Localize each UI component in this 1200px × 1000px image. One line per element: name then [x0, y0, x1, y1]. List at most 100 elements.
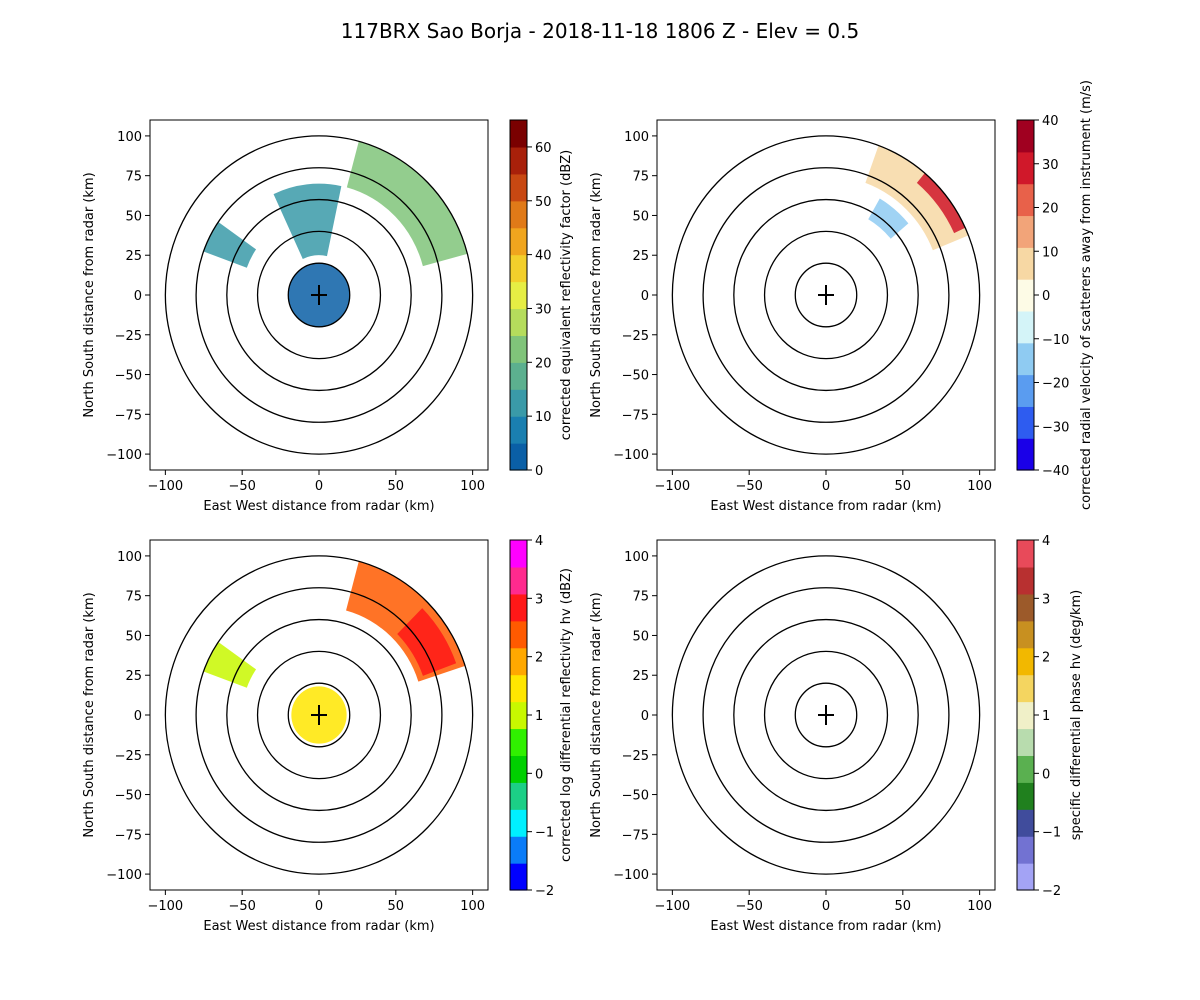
radar-panel: −100 −50 0 50 100−100−75−50−250255075100East…: [82, 119, 574, 514]
colorbar-segment: [1017, 647, 1034, 676]
x-tick-label: −50: [228, 899, 255, 914]
colorbar-tick-label: 0: [535, 767, 543, 782]
echo-core-ground-clutter: [319, 263, 350, 327]
radar-panel: −100 −50 0 50 100−100−75−50−250255075100East…: [82, 534, 574, 934]
echo-core-clutter: [291, 686, 319, 744]
y-tick-label: 75: [125, 170, 142, 185]
echo-inbound-patch: [868, 198, 909, 239]
y-tick-label: 0: [641, 289, 649, 304]
range-ring: [733, 198, 919, 392]
colorbar-segment: [510, 416, 527, 444]
range-ring: [195, 167, 443, 423]
range-ring: [671, 135, 981, 455]
y-tick-label: 50: [125, 209, 142, 224]
y-tick-label: −75: [115, 408, 142, 423]
y-axis-label: North South distance from radar (km): [82, 172, 97, 417]
x-tick-label: 50: [388, 479, 405, 494]
colorbar-segment: [510, 701, 527, 730]
colorbar-label: corrected radial velocity of scatterers …: [1079, 80, 1094, 510]
colorbar-frame: [509, 119, 528, 471]
y-tick-label: 100: [117, 130, 142, 145]
colorbar-segment: [1017, 809, 1034, 837]
colorbar-segment: [1017, 120, 1034, 153]
colorbar-tick-label: 40: [535, 249, 552, 264]
colorbar: −2 −1 0 1 2 3 4 corrected log differential refl…: [509, 534, 574, 899]
echo-west-scatter: [203, 221, 257, 268]
range-ring: [226, 618, 412, 812]
colorbar-segment: [510, 281, 527, 310]
echo-layer: [164, 135, 474, 455]
radar-panel: −100 −50 0 50 100−100−75−50−250255075100East…: [589, 534, 1084, 934]
colorbar-segment: [1017, 755, 1034, 783]
colorbar-tick-label: 1: [535, 709, 543, 724]
colorbar-segment: [510, 809, 527, 837]
colorbar-segment: [510, 728, 527, 756]
colorbar-tick-label: 0: [1042, 767, 1050, 782]
range-ring: [164, 555, 474, 875]
colorbar-segment: [1017, 374, 1034, 407]
colorbar-segment: [510, 647, 527, 676]
echo-layer: [164, 555, 474, 875]
range-ring: [763, 650, 889, 780]
x-axis-label: East West distance from radar (km): [203, 499, 434, 514]
colorbar-segment: [1017, 151, 1034, 185]
x-tick-label: −100: [655, 899, 691, 914]
colorbar-segment: [510, 782, 527, 810]
colorbar-segment: [510, 335, 527, 363]
y-tick-label: −75: [622, 408, 649, 423]
range-ring: [195, 587, 443, 843]
x-tick-label: −100: [655, 479, 691, 494]
x-tick-label: 50: [388, 899, 405, 914]
x-tick-label: −50: [735, 899, 762, 914]
x-tick-label: −50: [735, 479, 762, 494]
echo-layer: [671, 555, 981, 875]
y-tick-label: −25: [622, 749, 649, 764]
y-axis-label: North South distance from radar (km): [82, 592, 97, 837]
colorbar-segment: [1017, 728, 1034, 756]
range-ring: [702, 587, 950, 843]
colorbar-segment: [1017, 183, 1034, 217]
colorbar-segment: [1017, 701, 1034, 730]
colorbar-segment: [510, 146, 527, 175]
colorbar-tick-label: 20: [1042, 202, 1059, 217]
x-tick-label: −100: [148, 899, 184, 914]
colorbar-segment: [510, 227, 527, 256]
colorbar-tick-label: 4: [535, 534, 543, 549]
range-ring: [256, 230, 382, 360]
colorbar-tick-label: −1: [535, 826, 554, 841]
colorbar-segment: [1017, 566, 1034, 595]
range-ring: [164, 135, 474, 455]
colorbar-segment: [510, 755, 527, 783]
y-tick-label: 25: [125, 249, 142, 264]
y-tick-label: −100: [613, 448, 649, 463]
colorbar-tick-label: 50: [535, 195, 552, 210]
colorbar-segment: [1017, 342, 1034, 376]
range-ring: [794, 682, 858, 748]
x-tick-label: −50: [228, 479, 255, 494]
colorbar-segment: [1017, 279, 1034, 312]
colorbar-segment: [510, 674, 527, 703]
colorbar-tick-label: 10: [1042, 245, 1059, 260]
x-tick-label: 100: [460, 899, 485, 914]
colorbar-tick-label: −1: [1042, 826, 1061, 841]
colorbar-segment: [510, 593, 527, 622]
colorbar-label: corrected log differential reflectivity …: [559, 568, 574, 862]
echo-core-ground-clutter: [288, 263, 319, 327]
x-tick-label: −100: [148, 479, 184, 494]
colorbar-tick-label: 60: [535, 141, 552, 156]
y-tick-label: −25: [622, 329, 649, 344]
echo-northeast-edge: [916, 173, 966, 234]
y-tick-label: 50: [632, 629, 649, 644]
y-tick-label: −25: [115, 329, 142, 344]
y-tick-label: 100: [624, 550, 649, 565]
echo-northeast-band: [865, 145, 969, 251]
echo-layer: [671, 135, 981, 455]
colorbar-segment: [510, 254, 527, 283]
range-ring: [763, 230, 889, 360]
colorbar: 0 10 20 30 40 50 60 corrected equivalent reflec…: [509, 119, 574, 479]
y-tick-label: −75: [622, 828, 649, 843]
colorbar-tick-label: 0: [535, 464, 543, 479]
colorbar-tick-label: 20: [535, 356, 552, 371]
y-axis-label: North South distance from radar (km): [589, 172, 604, 417]
colorbar-label: specific differential phase hv (deg/km): [1069, 590, 1084, 840]
